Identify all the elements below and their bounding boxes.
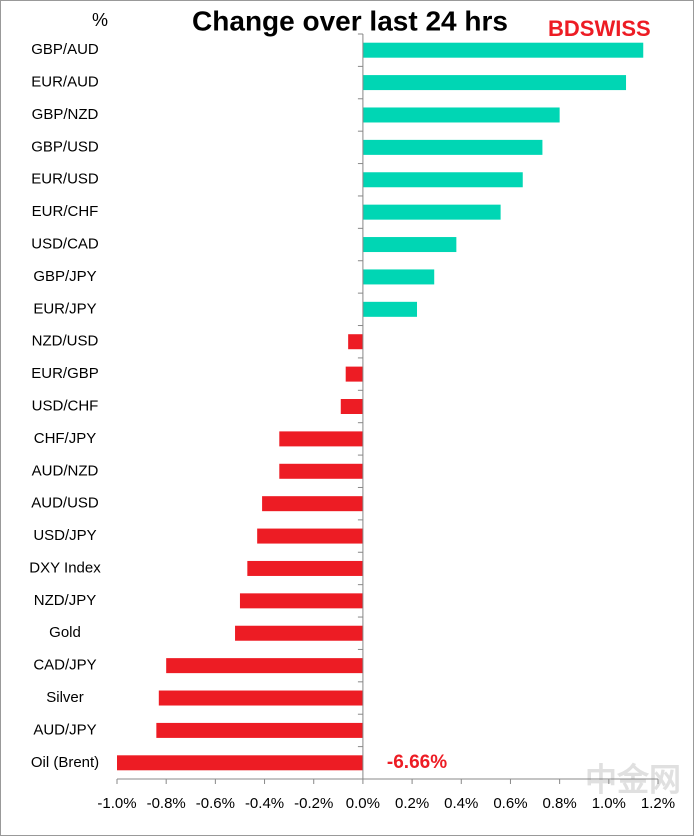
y-tick-label: CHF/JPY [34, 430, 97, 447]
bar [166, 658, 363, 674]
x-tick-label: 0.8% [543, 795, 577, 812]
y-tick-label: EUR/USD [31, 171, 99, 188]
bar [117, 755, 363, 771]
y-axis-label: % [92, 10, 108, 30]
bar [362, 172, 523, 188]
bar [262, 496, 363, 512]
bar [156, 722, 363, 738]
x-tick-label: -0.2% [294, 795, 333, 812]
y-tick-label: AUD/JPY [33, 721, 96, 738]
y-tick-label: GBP/JPY [33, 268, 96, 285]
y-tick-label: AUD/USD [31, 495, 99, 512]
y-tick-label: EUR/GBP [31, 365, 99, 382]
x-tick-label: 0.2% [395, 795, 429, 812]
x-tick-label: -0.6% [196, 795, 235, 812]
logo: BDSWISS [548, 16, 651, 41]
y-tick-label: Silver [46, 689, 84, 706]
y-tick-label: EUR/AUD [31, 74, 99, 91]
bar [340, 399, 363, 414]
x-tick-label: 0.4% [444, 795, 478, 812]
bar [362, 204, 501, 220]
bar [279, 463, 363, 479]
x-tick-label: 1.2% [641, 795, 675, 812]
y-tick-label: CAD/JPY [33, 657, 96, 674]
plot-area [117, 42, 644, 771]
y-tick-label: Oil (Brent) [31, 754, 99, 771]
y-tick-label: AUD/NZD [32, 462, 99, 479]
x-tick-label: -1.0% [97, 795, 136, 812]
bar [362, 301, 418, 317]
chart-title: Change over last 24 hrs [192, 5, 508, 36]
x-tick-label: -0.8% [147, 795, 186, 812]
bar [362, 75, 627, 91]
bar [279, 431, 363, 447]
bar [247, 560, 363, 576]
x-tick-label: 1.0% [592, 795, 626, 812]
x-tick-label: 0.6% [493, 795, 527, 812]
y-tick-label: USD/CAD [31, 236, 99, 253]
y-tick-label: GBP/NZD [32, 106, 99, 123]
bar [362, 107, 560, 123]
y-tick-label: GBP/AUD [31, 41, 99, 58]
x-tick-label: 0.0% [346, 795, 380, 812]
y-tick-label: EUR/CHF [32, 203, 99, 220]
y-tick-label: USD/CHF [32, 397, 99, 414]
bar [348, 334, 363, 350]
y-tick-label: EUR/JPY [33, 300, 96, 317]
bar [362, 237, 457, 253]
y-tick-label: USD/JPY [33, 527, 96, 544]
y-tick-label: Gold [49, 624, 81, 641]
bar [345, 366, 363, 382]
y-tick-label: DXY Index [29, 559, 101, 576]
bar [257, 528, 363, 544]
bar [362, 42, 644, 58]
y-tick-label: GBP/USD [31, 138, 99, 155]
data-label: -6.66% [387, 752, 447, 773]
bar [235, 625, 363, 641]
x-tick-label: -0.4% [245, 795, 284, 812]
y-tick-label: NZD/USD [32, 333, 99, 350]
bar [362, 139, 543, 155]
bar [158, 690, 363, 706]
y-tick-label: NZD/JPY [34, 592, 97, 609]
bar [362, 269, 435, 285]
bar [239, 593, 363, 609]
